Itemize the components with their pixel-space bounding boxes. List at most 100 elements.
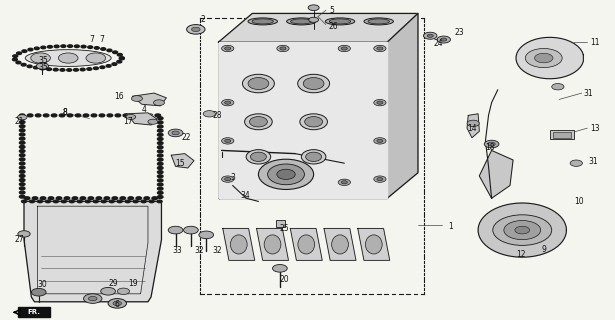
Ellipse shape — [365, 235, 382, 254]
Text: 7: 7 — [90, 35, 95, 44]
Circle shape — [148, 119, 158, 124]
Ellipse shape — [250, 152, 266, 162]
Circle shape — [104, 197, 109, 200]
Circle shape — [20, 166, 25, 169]
Polygon shape — [133, 93, 167, 106]
Circle shape — [94, 47, 99, 49]
Circle shape — [377, 178, 383, 181]
Text: 11: 11 — [590, 38, 599, 47]
Circle shape — [277, 179, 289, 186]
Circle shape — [157, 146, 163, 149]
Circle shape — [120, 197, 125, 200]
Circle shape — [20, 114, 25, 117]
Ellipse shape — [331, 235, 348, 254]
Circle shape — [40, 67, 45, 70]
Circle shape — [46, 200, 50, 203]
Circle shape — [20, 129, 25, 132]
Circle shape — [101, 48, 106, 50]
Ellipse shape — [277, 169, 295, 180]
Bar — [550, 130, 574, 139]
Polygon shape — [467, 114, 479, 138]
Circle shape — [155, 114, 161, 117]
Circle shape — [18, 231, 30, 237]
Circle shape — [67, 69, 72, 71]
Ellipse shape — [245, 114, 272, 130]
Circle shape — [119, 57, 124, 60]
Circle shape — [20, 158, 25, 161]
Ellipse shape — [287, 18, 316, 25]
Circle shape — [20, 170, 25, 173]
Text: 32: 32 — [212, 246, 222, 255]
Text: 29: 29 — [108, 279, 117, 288]
Text: 16: 16 — [114, 92, 124, 101]
Circle shape — [80, 197, 85, 200]
Circle shape — [31, 53, 50, 63]
Circle shape — [54, 200, 58, 203]
Circle shape — [62, 200, 66, 203]
Circle shape — [96, 197, 101, 200]
Circle shape — [28, 114, 33, 117]
Bar — [553, 132, 571, 138]
Circle shape — [74, 45, 79, 48]
Circle shape — [341, 181, 347, 184]
Bar — [276, 220, 285, 227]
Circle shape — [99, 114, 105, 117]
Circle shape — [467, 120, 479, 126]
Text: 30: 30 — [38, 280, 47, 289]
Circle shape — [338, 179, 351, 186]
Circle shape — [16, 61, 21, 64]
Polygon shape — [324, 228, 356, 260]
Circle shape — [199, 231, 213, 239]
Circle shape — [515, 226, 530, 234]
Text: 4: 4 — [142, 105, 147, 114]
Circle shape — [377, 139, 383, 142]
Circle shape — [126, 115, 136, 120]
Circle shape — [133, 200, 138, 203]
Ellipse shape — [300, 114, 327, 130]
Circle shape — [47, 45, 52, 48]
Text: 35: 35 — [39, 56, 49, 65]
Circle shape — [101, 200, 106, 203]
Circle shape — [377, 47, 383, 50]
Polygon shape — [223, 228, 255, 260]
Circle shape — [106, 65, 111, 67]
Circle shape — [31, 288, 46, 296]
Circle shape — [68, 45, 73, 47]
Text: FR.: FR. — [27, 309, 41, 315]
Polygon shape — [290, 228, 322, 260]
Circle shape — [20, 183, 25, 186]
Text: 18: 18 — [485, 143, 495, 152]
Circle shape — [224, 178, 231, 181]
Ellipse shape — [368, 19, 389, 24]
Circle shape — [12, 58, 17, 61]
Circle shape — [157, 162, 163, 165]
Ellipse shape — [298, 74, 330, 93]
Circle shape — [67, 114, 73, 117]
Circle shape — [51, 114, 57, 117]
Circle shape — [157, 175, 163, 178]
Text: 1: 1 — [448, 222, 453, 231]
Circle shape — [40, 197, 46, 200]
Circle shape — [169, 226, 183, 234]
Circle shape — [20, 162, 25, 165]
Circle shape — [157, 154, 163, 157]
Text: 27: 27 — [14, 235, 24, 244]
Circle shape — [20, 154, 25, 157]
Circle shape — [157, 191, 163, 194]
Circle shape — [427, 34, 434, 37]
Circle shape — [108, 299, 127, 308]
Circle shape — [374, 138, 386, 144]
Circle shape — [154, 100, 165, 106]
Circle shape — [112, 197, 117, 200]
Ellipse shape — [258, 159, 314, 189]
Circle shape — [61, 45, 66, 47]
Circle shape — [128, 197, 133, 200]
Text: 12: 12 — [516, 251, 526, 260]
Circle shape — [157, 187, 163, 190]
Circle shape — [20, 116, 25, 119]
Polygon shape — [127, 113, 157, 125]
Polygon shape — [218, 13, 418, 42]
Ellipse shape — [303, 77, 324, 90]
Text: 3: 3 — [231, 173, 236, 182]
Ellipse shape — [25, 50, 111, 67]
